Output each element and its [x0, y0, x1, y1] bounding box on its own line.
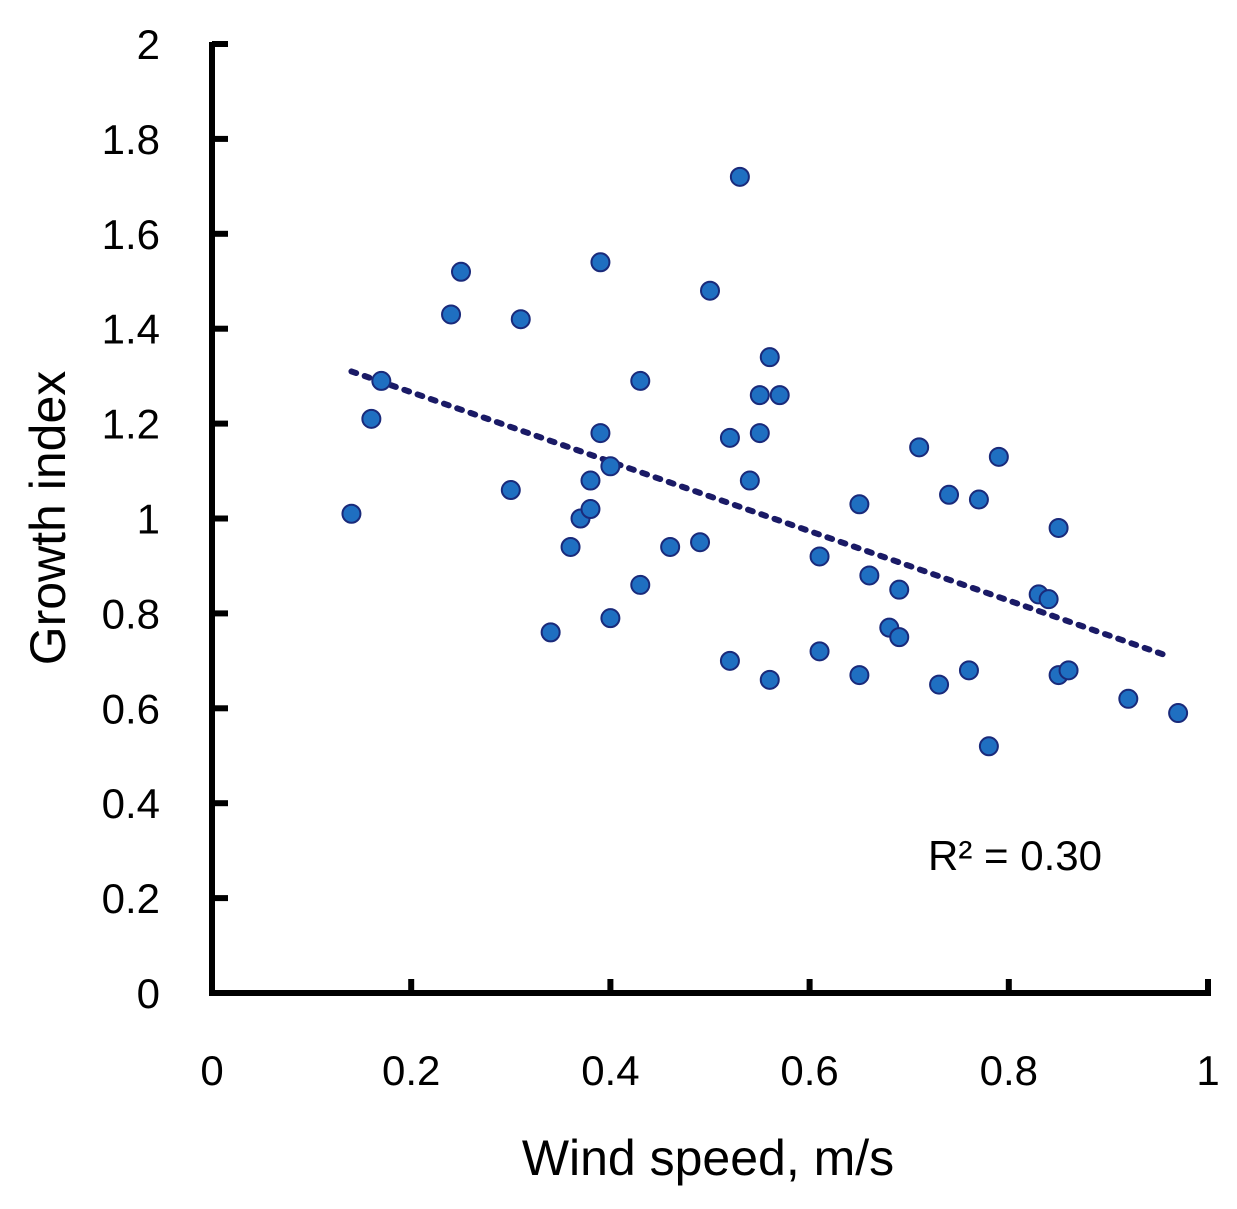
data-point — [719, 650, 740, 671]
data-point — [690, 532, 711, 553]
data-points — [341, 166, 1189, 757]
data-point — [749, 385, 770, 406]
data-point — [929, 674, 950, 695]
data-point — [540, 622, 561, 643]
data-point — [849, 494, 870, 515]
data-point — [371, 370, 392, 391]
data-point — [909, 437, 930, 458]
data-point — [939, 484, 960, 505]
data-point — [500, 480, 521, 501]
data-point — [1118, 688, 1139, 709]
trendline — [348, 368, 1172, 660]
data-point — [1038, 589, 1059, 610]
data-point — [849, 665, 870, 686]
x-tick-label: 0.8 — [980, 1047, 1038, 1094]
data-point — [590, 252, 611, 273]
y-tick-label: 0.6 — [102, 685, 160, 732]
y-tick-label: 1.6 — [102, 211, 160, 258]
data-point — [958, 660, 979, 681]
data-point — [341, 503, 362, 524]
data-point — [968, 489, 989, 510]
data-point — [630, 370, 651, 391]
data-point — [1058, 660, 1079, 681]
data-point — [978, 736, 999, 757]
data-point — [889, 627, 910, 648]
data-point — [590, 423, 611, 444]
data-point — [759, 669, 780, 690]
data-point — [1048, 517, 1069, 538]
data-point — [510, 309, 531, 330]
data-point — [600, 456, 621, 477]
data-point — [719, 427, 740, 448]
y-tick-label: 2 — [137, 21, 160, 68]
data-point — [769, 385, 790, 406]
y-tick-labels: 0 0.2 0.4 0.6 0.8 1 1.2 1.4 1.6 1.8 2 — [102, 21, 160, 1017]
y-tick-label: 1.8 — [102, 116, 160, 163]
data-point — [729, 166, 750, 187]
x-tick-label: 0.4 — [581, 1047, 639, 1094]
data-point — [600, 608, 621, 629]
data-point — [441, 304, 462, 325]
data-point — [1168, 703, 1189, 724]
data-point — [809, 546, 830, 567]
x-tick-labels: 0 0.2 0.4 0.6 0.8 1 — [200, 1047, 1219, 1094]
data-point — [749, 423, 770, 444]
y-tick-label: 1 — [137, 496, 160, 543]
data-point — [988, 446, 1009, 467]
y-tick-label: 0 — [137, 970, 160, 1017]
data-point — [809, 641, 830, 662]
r-squared-annotation: R² = 0.30 — [928, 832, 1102, 879]
y-tick-label: 0.4 — [102, 780, 160, 827]
data-point — [580, 470, 601, 491]
y-tick-label: 1.2 — [102, 401, 160, 448]
data-point — [759, 347, 780, 368]
x-tick-label: 0.2 — [382, 1047, 440, 1094]
data-point — [700, 280, 720, 301]
data-point — [560, 536, 581, 557]
x-tick-label: 1 — [1196, 1047, 1219, 1094]
y-tick-label: 0.2 — [102, 875, 160, 922]
data-point — [630, 574, 651, 595]
data-point — [739, 470, 760, 491]
y-axis-title: Growth index — [20, 371, 76, 666]
data-point — [451, 261, 471, 282]
x-tick-label: 0 — [200, 1047, 223, 1094]
data-point — [889, 579, 910, 600]
data-point — [660, 536, 681, 557]
x-axis-title: Wind speed, m/s — [522, 1130, 894, 1186]
data-point — [580, 499, 601, 520]
y-tick-label: 1.4 — [102, 306, 160, 353]
data-point — [361, 408, 382, 429]
x-tick-label: 0.6 — [780, 1047, 838, 1094]
y-tick-label: 0.8 — [102, 590, 160, 637]
data-point — [859, 565, 880, 586]
